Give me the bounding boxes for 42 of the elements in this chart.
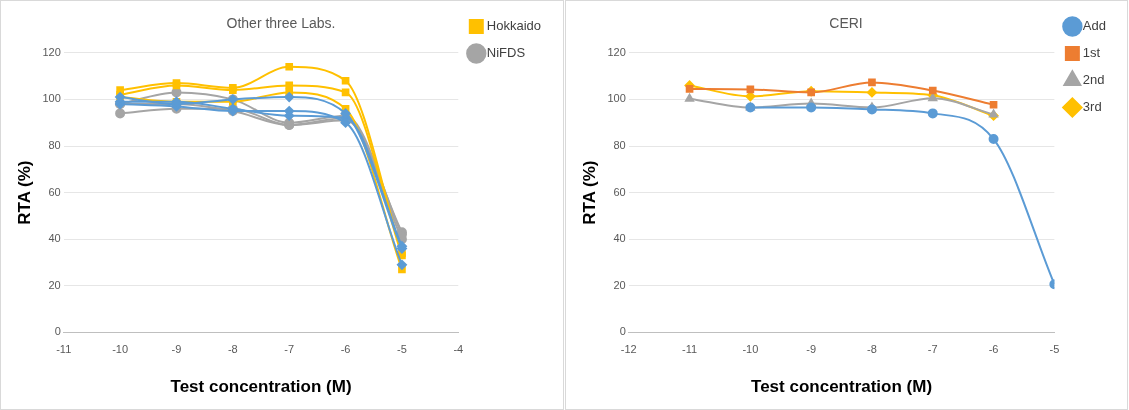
y-tick-label: 60 <box>613 185 626 198</box>
y-tick-label: 0 <box>54 325 61 338</box>
x-axis-title: Test concentration (M) <box>750 377 932 397</box>
x-tick-label: -4 <box>453 343 464 356</box>
x-tick-label: -11 <box>56 343 72 356</box>
legend-label: 2nd <box>1082 72 1105 88</box>
x-tick-label: -5 <box>1048 343 1059 356</box>
y-tick-label: 0 <box>619 325 626 338</box>
y-tick-label: 80 <box>613 139 626 152</box>
x-tick-label: -11 <box>681 343 697 356</box>
x-tick-label: -8 <box>866 343 877 356</box>
chart-title: Other three Labs. <box>226 15 336 32</box>
x-tick-label: -10 <box>112 343 129 356</box>
x-tick-label: -7 <box>284 343 295 356</box>
y-tick-label: 100 <box>606 92 626 105</box>
chart-title: CERI <box>828 15 863 32</box>
x-tick-label: -8 <box>227 343 238 356</box>
x-tick-label: -9 <box>805 343 816 356</box>
y-tick-label: 100 <box>42 92 61 105</box>
x-tick-label: -6 <box>988 343 998 356</box>
x-tick-label: -7 <box>927 343 938 356</box>
y-tick-label: 120 <box>606 45 626 58</box>
x-tick-label: -12 <box>620 343 637 356</box>
x-axis-title: Test concentration (M) <box>170 377 352 397</box>
y-tick-label: 80 <box>48 139 61 152</box>
x-tick-label: -10 <box>741 343 758 356</box>
y-tick-label: 60 <box>48 185 61 198</box>
legend-label: 3rd <box>1082 99 1102 115</box>
x-tick-label: -6 <box>340 343 351 356</box>
legend-label: 1st <box>1082 45 1101 61</box>
legend-label: NiFDS <box>486 45 526 61</box>
y-tick-label: 40 <box>613 232 626 245</box>
x-tick-label: -9 <box>171 343 182 356</box>
y-axis-title: RTA (%) <box>14 160 34 225</box>
y-tick-label: 40 <box>48 232 61 245</box>
x-tick-label: -5 <box>397 343 407 356</box>
y-tick-label: 20 <box>613 278 626 291</box>
legend-label: Hokkaido <box>486 18 542 34</box>
y-tick-label: 120 <box>42 45 61 58</box>
y-axis-title: RTA (%) <box>579 160 599 225</box>
y-tick-label: 20 <box>48 278 61 291</box>
legend-label: Add <box>1082 18 1106 34</box>
